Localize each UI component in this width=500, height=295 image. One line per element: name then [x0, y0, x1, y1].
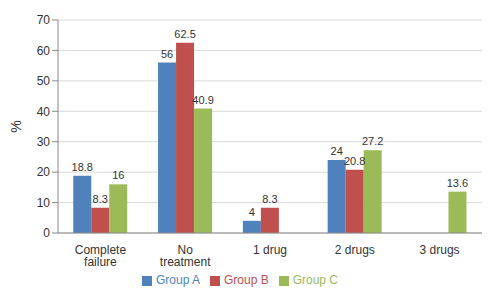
svg-text:8.3: 8.3 [93, 193, 108, 205]
svg-text:10: 10 [37, 196, 51, 210]
svg-text:70: 70 [37, 13, 51, 27]
svg-text:8.3: 8.3 [262, 193, 277, 205]
svg-text:50: 50 [37, 74, 51, 88]
svg-text:40.9: 40.9 [192, 94, 213, 106]
svg-text:1 drug: 1 drug [253, 243, 287, 257]
svg-text:62.5: 62.5 [174, 28, 195, 40]
svg-text:24: 24 [331, 145, 343, 157]
svg-text:56: 56 [161, 48, 173, 60]
svg-text:20: 20 [37, 165, 51, 179]
svg-text:30: 30 [37, 135, 51, 149]
svg-text:40: 40 [37, 105, 51, 119]
svg-text:0: 0 [43, 226, 50, 240]
svg-text:60: 60 [37, 44, 51, 58]
svg-text:%: % [8, 120, 24, 132]
svg-text:Completefailure: Completefailure [75, 243, 127, 269]
svg-text:2 drugs: 2 drugs [335, 243, 375, 257]
svg-text:4: 4 [249, 206, 255, 218]
svg-text:20.8: 20.8 [344, 155, 365, 167]
html-text:Group B: Group B [224, 273, 269, 287]
svg-text:27.2: 27.2 [362, 135, 383, 147]
svg-text:Notreatment: Notreatment [160, 243, 211, 269]
svg-text:3 drugs: 3 drugs [420, 243, 460, 257]
html-text:Group A: Group A [156, 273, 200, 287]
svg-text:13.6: 13.6 [447, 177, 468, 189]
html-text:Group C: Group C [292, 273, 338, 287]
svg-text:16: 16 [112, 169, 124, 181]
svg-text:18.8: 18.8 [72, 161, 93, 173]
